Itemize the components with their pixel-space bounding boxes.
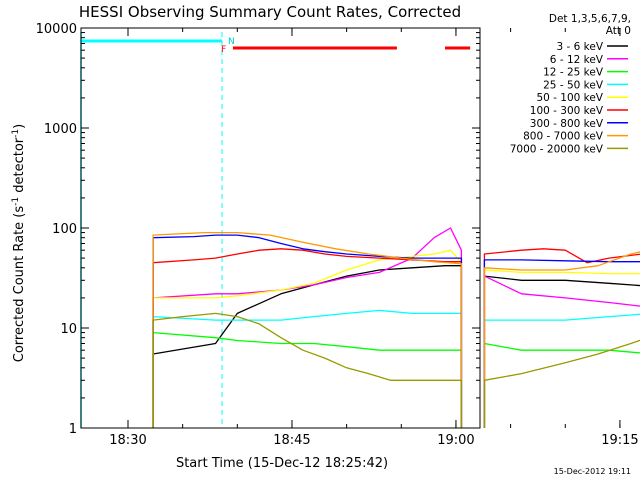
legend-label-7: 800 - 7000 keV bbox=[523, 131, 604, 143]
series-7 bbox=[152, 231, 640, 428]
series-3-line-1 bbox=[483, 313, 640, 428]
series-0 bbox=[152, 265, 640, 428]
y-tick-label-4: 10000 bbox=[36, 22, 77, 37]
series-5-line-0 bbox=[152, 248, 463, 428]
x-tick-label-2: 19:00 bbox=[437, 433, 474, 448]
series-6 bbox=[152, 234, 640, 428]
legend-label-4: 50 - 100 keV bbox=[536, 92, 603, 104]
series-8-line-1 bbox=[483, 339, 640, 428]
legend-header-1: Att 0 bbox=[606, 25, 631, 37]
plot-frame bbox=[80, 27, 481, 429]
series-1-line-1 bbox=[483, 275, 640, 428]
series-6-line-0 bbox=[152, 234, 463, 428]
series-2-line-1 bbox=[483, 342, 640, 428]
legend-label-5: 100 - 300 keV bbox=[530, 105, 604, 117]
timestamp: 15-Dec-2012 19:11 bbox=[554, 467, 631, 476]
series-2-line-0 bbox=[152, 331, 463, 428]
series-4 bbox=[152, 249, 640, 428]
legend-label-8: 7000 - 20000 keV bbox=[510, 143, 604, 155]
series-1 bbox=[152, 227, 640, 428]
series-0-line-0 bbox=[152, 265, 463, 428]
y-tick-label-2: 100 bbox=[52, 222, 77, 237]
series-3-line-0 bbox=[152, 309, 463, 428]
series-4-line-0 bbox=[152, 249, 463, 428]
series-7-line-1 bbox=[483, 251, 640, 428]
series-6-line-1 bbox=[483, 259, 640, 428]
x-axis-label: Start Time (15-Dec-12 18:25:42) bbox=[176, 456, 388, 471]
y-tick-label-3: 1000 bbox=[44, 122, 77, 137]
flare-flag-label: F bbox=[221, 45, 226, 55]
series-2 bbox=[152, 331, 640, 428]
series-8-line-0 bbox=[152, 312, 463, 428]
series-8 bbox=[152, 312, 640, 428]
series-5-line-1 bbox=[483, 248, 640, 428]
legend-label-2: 12 - 25 keV bbox=[543, 67, 604, 79]
series-7-line-0 bbox=[152, 231, 463, 428]
x-tick-label-3: 19:15 bbox=[601, 433, 638, 448]
series-3 bbox=[152, 309, 640, 428]
night-flag-label: N bbox=[228, 37, 235, 47]
y-axis-label: Corrected Count Rate (s-1 detector-1) bbox=[11, 124, 27, 362]
series-4-line-1 bbox=[483, 269, 640, 428]
legend-label-6: 300 - 800 keV bbox=[530, 118, 604, 130]
y-tick-label-1: 10 bbox=[60, 322, 77, 337]
x-tick-label-0: 18:30 bbox=[109, 433, 146, 448]
x-tick-label-1: 18:45 bbox=[273, 433, 310, 448]
chart-title: HESSI Observing Summary Count Rates, Cor… bbox=[79, 3, 461, 21]
legend-label-1: 6 - 12 keV bbox=[550, 54, 604, 66]
legend-label-3: 25 - 50 keV bbox=[543, 79, 604, 91]
series-0-line-1 bbox=[483, 275, 640, 428]
legend-header-0: Det 1,3,5,6,7,9, bbox=[549, 13, 631, 25]
series-1-line-0 bbox=[152, 227, 463, 428]
legend-label-0: 3 - 6 keV bbox=[556, 41, 603, 53]
y-tick-label-0: 1 bbox=[69, 422, 77, 437]
